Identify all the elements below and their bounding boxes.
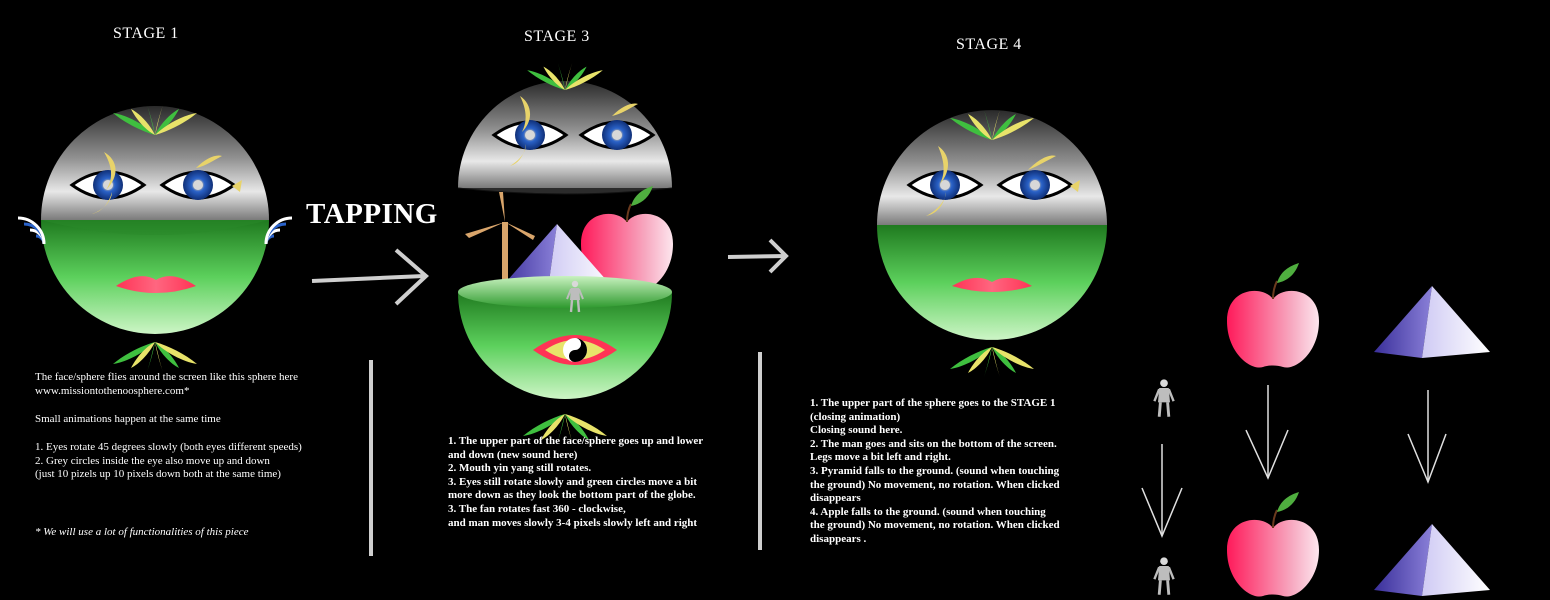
person-bottom-icon	[1152, 555, 1176, 597]
yin-yang-mouth-icon	[533, 335, 617, 365]
arrow-right-icon	[311, 248, 429, 306]
lips-icon	[116, 276, 196, 293]
stage3-open-sphere	[457, 63, 674, 444]
stage1-list-note: 1. Eyes rotate 45 degrees slowly (both e…	[35, 441, 302, 481]
right-ear-signal-icon	[264, 216, 293, 245]
apple-top-icon	[1226, 262, 1320, 369]
falling-objects	[1141, 262, 1490, 598]
stage4-face	[877, 110, 1107, 377]
arrow-down-icon	[1407, 390, 1447, 485]
tapping-label: TAPPING	[306, 198, 438, 230]
s4-lips-icon	[952, 277, 1032, 292]
arrow-right-icon	[727, 238, 789, 274]
stage1-footnote: * We will use a lot of functionalities o…	[35, 526, 249, 538]
apple-bottom-icon	[1226, 491, 1320, 598]
pyramid-bottom-icon	[1374, 524, 1490, 596]
stage1-title: STAGE 1	[113, 25, 179, 42]
pyramid-top-icon	[1374, 286, 1490, 358]
left-ear-signal-icon	[17, 216, 46, 245]
arrow-down-icon	[1245, 385, 1289, 480]
stage4-title: STAGE 4	[956, 36, 1022, 53]
stage1-intro-note: The face/sphere flies around the screen …	[35, 371, 298, 397]
stage3-title: STAGE 3	[524, 28, 590, 45]
stage3-note: 1. The upper part of the face/sphere goe…	[448, 435, 704, 529]
stage1-small-note: Small animations happen at the same time	[35, 413, 221, 425]
stage4-note: 1. The upper part of the sphere goes to …	[810, 397, 1060, 545]
arrow-down-icon	[1141, 444, 1183, 538]
stage1-face	[17, 105, 293, 372]
person-top-icon	[1152, 377, 1176, 419]
